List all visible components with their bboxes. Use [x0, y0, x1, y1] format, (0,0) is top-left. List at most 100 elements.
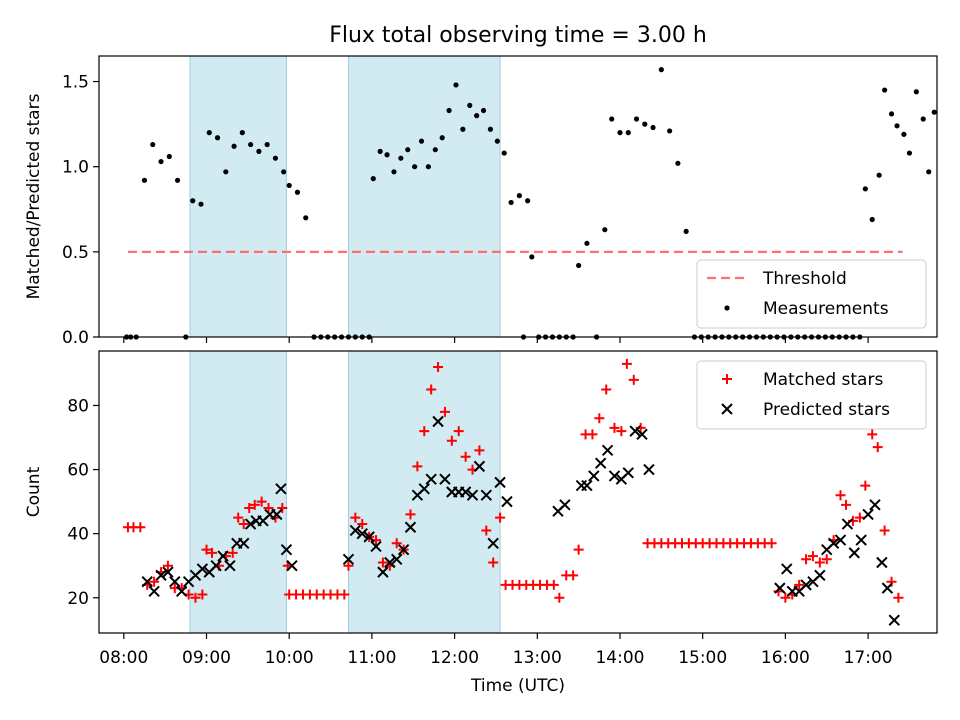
- matched-point: [872, 442, 883, 453]
- predicted-point: [622, 467, 634, 479]
- predicted-point: [418, 483, 430, 495]
- predicted-point: [636, 428, 648, 441]
- measurement-point: [370, 176, 376, 182]
- matched-point: [339, 589, 350, 600]
- predicted-point: [342, 553, 355, 566]
- measurement-point: [487, 126, 494, 132]
- predicted-point: [459, 486, 472, 498]
- matched-point: [453, 426, 464, 437]
- measurement-point: [888, 111, 895, 117]
- measurement-point: [508, 199, 514, 206]
- axes-frame: [98, 55, 938, 338]
- matched-point: [821, 554, 832, 565]
- matched-point: [277, 503, 288, 514]
- matched-point: [841, 499, 852, 510]
- matched-point: [197, 589, 208, 600]
- legend-label: Matched stars: [763, 370, 883, 390]
- measurement-point: [529, 254, 535, 260]
- measurement-point: [625, 130, 631, 136]
- predicted-point: [439, 473, 451, 485]
- matched-point: [460, 451, 471, 462]
- matched-point: [227, 547, 238, 558]
- y-tick-label: 1.5: [62, 73, 89, 93]
- predicted-point: [377, 566, 389, 578]
- legend-label: Threshold: [762, 269, 847, 289]
- predicted-point: [238, 537, 250, 549]
- x-tick-label: 17:00: [844, 648, 893, 668]
- ratio-panel: 0.0 0.5 1.0 1.5 Matched/Predicted stars Thres…: [24, 55, 938, 348]
- measurement-point: [166, 153, 172, 160]
- legend-box: [696, 259, 927, 329]
- predicted-point: [286, 559, 298, 572]
- measurement-point: [391, 169, 397, 175]
- matched-point: [377, 557, 388, 568]
- predicted-point: [869, 499, 881, 511]
- measurement-point: [405, 147, 411, 153]
- matched-point: [835, 490, 846, 501]
- measurement-point: [206, 130, 212, 136]
- matched-point: [766, 538, 777, 549]
- measurement-point: [425, 164, 432, 170]
- measurement-point: [248, 141, 254, 148]
- measurement-point: [650, 124, 656, 131]
- predicted-point: [349, 524, 362, 537]
- predicted-point: [363, 531, 375, 543]
- measurement-point: [239, 130, 245, 136]
- legend-label: Predicted stars: [763, 400, 890, 420]
- y-axis-label: Count: [24, 466, 44, 517]
- measurement-point: [398, 155, 404, 161]
- measurement-point: [198, 201, 204, 207]
- measurement-point: [474, 113, 480, 119]
- shaded-interval: [189, 55, 287, 338]
- matched-point: [594, 413, 605, 424]
- y-tick-label: 0.0: [62, 328, 89, 348]
- predicted-point: [643, 463, 655, 476]
- predicted-point: [501, 495, 513, 508]
- count-panel: 20 40 60 80 08:00 09:00 10:00 11:00 12:00 13:00 14…: [24, 350, 938, 696]
- matched-point: [474, 445, 485, 456]
- predicted-point: [575, 479, 588, 492]
- predicted-point: [432, 415, 444, 428]
- series-measurements: [123, 67, 937, 340]
- measurement-point: [633, 116, 640, 122]
- matched-point: [256, 496, 267, 507]
- predicted-point: [827, 537, 840, 549]
- predicted-point: [391, 553, 403, 566]
- x-tick-label: 09:00: [182, 648, 231, 668]
- matched-point: [238, 519, 249, 530]
- matched-point: [419, 426, 430, 437]
- matched-point: [135, 522, 146, 533]
- shaded-interval: [347, 350, 501, 634]
- measurement-point: [862, 186, 868, 192]
- y-axis-label: Matched/Predicted stars: [24, 93, 44, 299]
- matched-point: [867, 429, 878, 440]
- measurement-point: [264, 141, 270, 148]
- predicted-point: [356, 527, 368, 540]
- matched-point: [357, 519, 368, 530]
- measurement-point: [439, 135, 445, 141]
- measurement-point: [214, 135, 221, 141]
- measurement-point: [876, 172, 882, 178]
- predicted-point: [271, 508, 283, 521]
- matched-point: [343, 560, 354, 571]
- x-tick-label: 15:00: [678, 648, 727, 668]
- predicted-point: [855, 534, 867, 546]
- matched-point: [391, 538, 402, 549]
- predicted-point: [275, 483, 287, 495]
- matched-point: [263, 503, 274, 514]
- predicted-point: [404, 521, 417, 533]
- matched-point: [433, 362, 444, 373]
- measurement-point: [303, 215, 309, 221]
- predicted-point: [594, 457, 607, 469]
- x-tick-label: 16:00: [761, 648, 810, 668]
- predicted-point: [224, 559, 236, 572]
- measurement-point: [576, 262, 582, 269]
- x-tick-label: 13:00: [513, 648, 562, 668]
- measurement-point: [658, 67, 664, 73]
- measurement-point: [920, 116, 926, 122]
- predicted-point: [848, 547, 861, 559]
- predicted-point: [774, 582, 786, 594]
- y-tick-label: 40: [67, 525, 89, 545]
- measurement-point: [675, 160, 681, 166]
- measurement-point: [294, 189, 301, 195]
